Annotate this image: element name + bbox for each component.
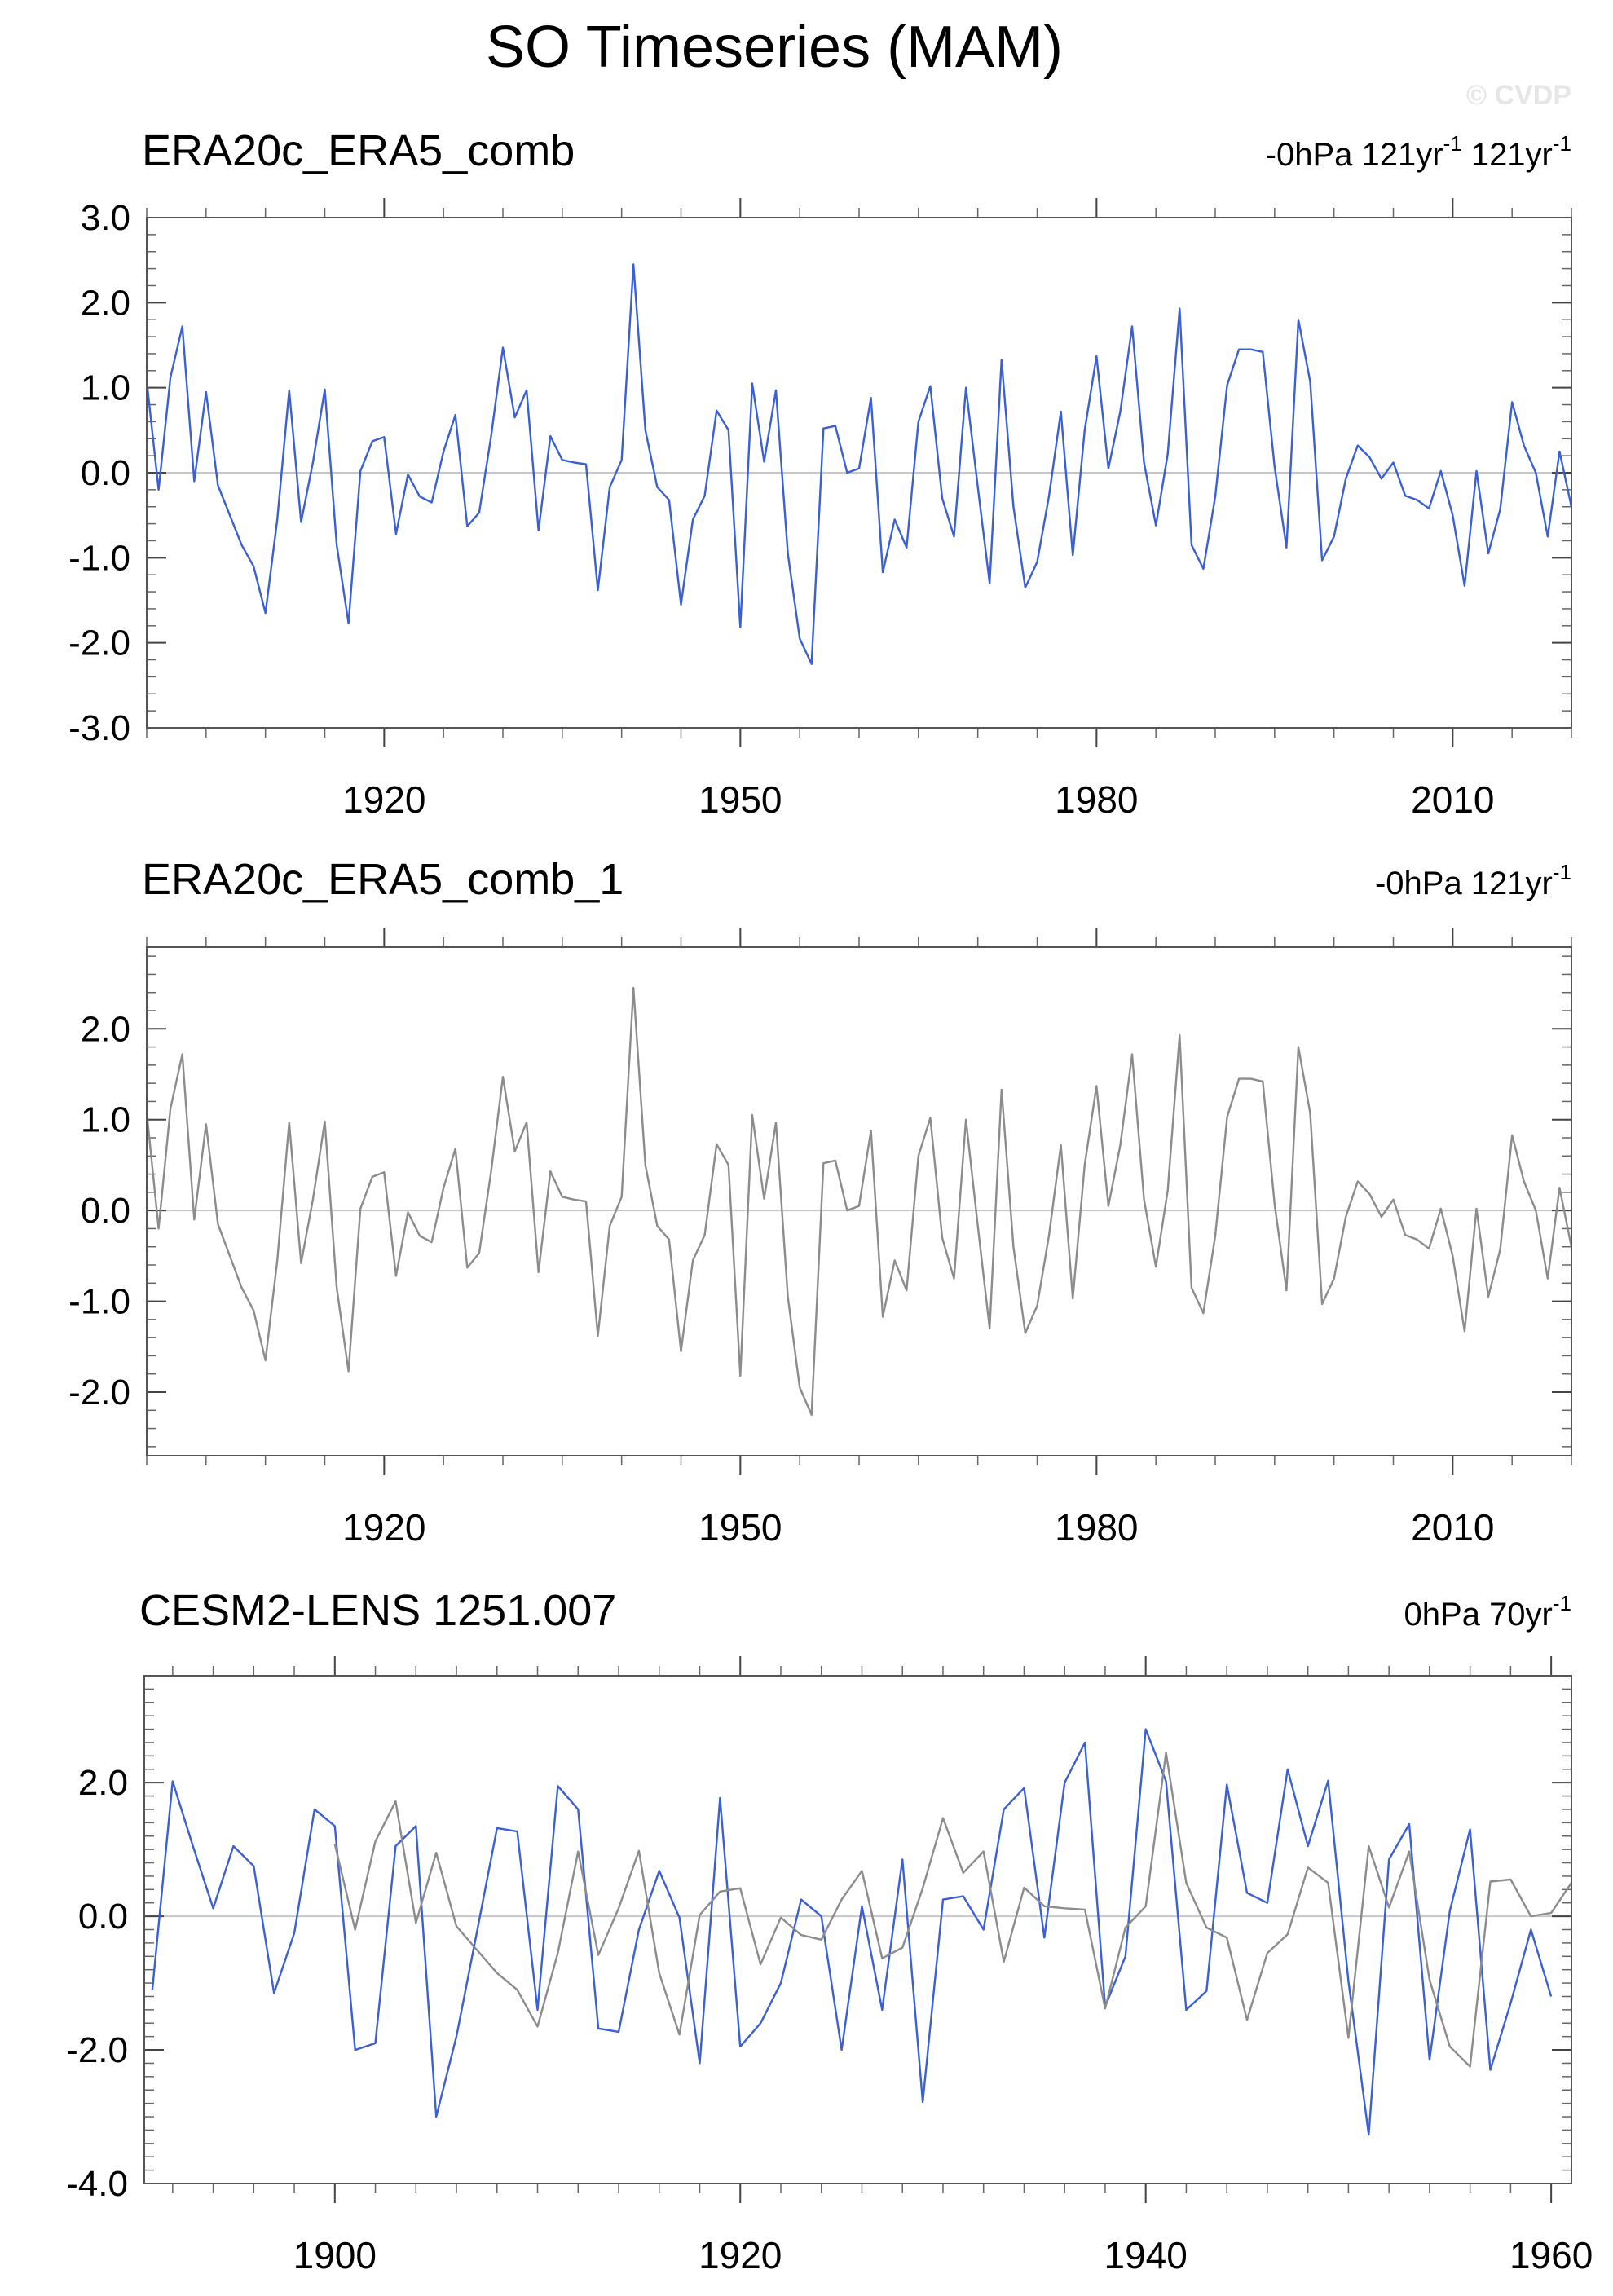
y-tick-label: -2.0 xyxy=(68,1373,130,1412)
plot-frame xyxy=(143,1675,1572,2184)
figure-title: SO Timeseries (MAM) xyxy=(486,15,1063,80)
y-tick-label: -1.0 xyxy=(68,538,130,578)
x-tick-label: 1920 xyxy=(342,1506,425,1549)
y-tick-label: 1.0 xyxy=(81,1100,130,1140)
series-line-1 xyxy=(145,986,1573,1417)
y-tick-label: -2.0 xyxy=(68,624,130,663)
chart-panel-1: ERA20c_ERA5_comb -0hPa 121yr-1 121yr-1 -3.… xyxy=(68,126,1573,821)
x-tick-label: 1900 xyxy=(293,2234,377,2276)
chart-panel-2: ERA20c_ERA5_comb_1 -0hPa 121yr-1 -2.0 -1.0 0… xyxy=(68,855,1573,1549)
y-tick-label: -3.0 xyxy=(68,708,130,748)
y-tick-label: -2.0 xyxy=(66,2030,128,2070)
y-tick-label: 0.0 xyxy=(81,453,130,493)
watermark: © CVDP xyxy=(1466,80,1571,111)
series-line-2 xyxy=(333,1752,1572,2068)
y-tick-label: -4.0 xyxy=(66,2164,128,2204)
x-tick-label: 1950 xyxy=(699,1506,782,1549)
y-tick-label: 1.0 xyxy=(81,368,130,408)
y-tick-label: 3.0 xyxy=(81,198,130,238)
panel-right-label: -0hPa 121yr-1 xyxy=(1375,860,1571,901)
y-tick-label: -1.0 xyxy=(68,1282,130,1322)
panel-title: ERA20c_ERA5_comb_1 xyxy=(142,855,624,904)
panel-title: ERA20c_ERA5_comb xyxy=(142,126,575,175)
y-tick-label: 0.0 xyxy=(81,1191,130,1231)
x-tick-label: 1920 xyxy=(699,2234,782,2276)
x-tick-label: 1920 xyxy=(342,778,425,821)
plot-frame xyxy=(146,217,1572,729)
x-tick-label: 1940 xyxy=(1104,2234,1188,2276)
y-tick-label: 0.0 xyxy=(78,1897,128,1937)
x-tick-label: 1980 xyxy=(1055,778,1138,821)
x-tick-label: 2010 xyxy=(1411,778,1494,821)
y-tick-label: 2.0 xyxy=(78,1763,128,1803)
chart-panel-3: CESM2-LENS 1251.007 0hPa 70yr-1 -4.0 -2.0 0.… xyxy=(66,1586,1593,2276)
y-tick-label: 2.0 xyxy=(81,283,130,323)
x-tick-label: 1960 xyxy=(1509,2234,1593,2276)
x-tick-label: 1950 xyxy=(699,778,782,821)
panel-right-label: -0hPa 121yr-1 121yr-1 xyxy=(1266,131,1571,173)
panel-right-label: 0hPa 70yr-1 xyxy=(1404,1591,1571,1633)
panel-title: CESM2-LENS 1251.007 xyxy=(139,1586,616,1635)
x-tick-label: 1980 xyxy=(1055,1506,1138,1549)
series-line-1 xyxy=(151,1728,1553,2136)
x-tick-label: 2010 xyxy=(1411,1506,1494,1549)
series-line-1 xyxy=(145,263,1573,665)
y-tick-label: 2.0 xyxy=(81,1009,130,1049)
plot-frame xyxy=(146,946,1572,1456)
